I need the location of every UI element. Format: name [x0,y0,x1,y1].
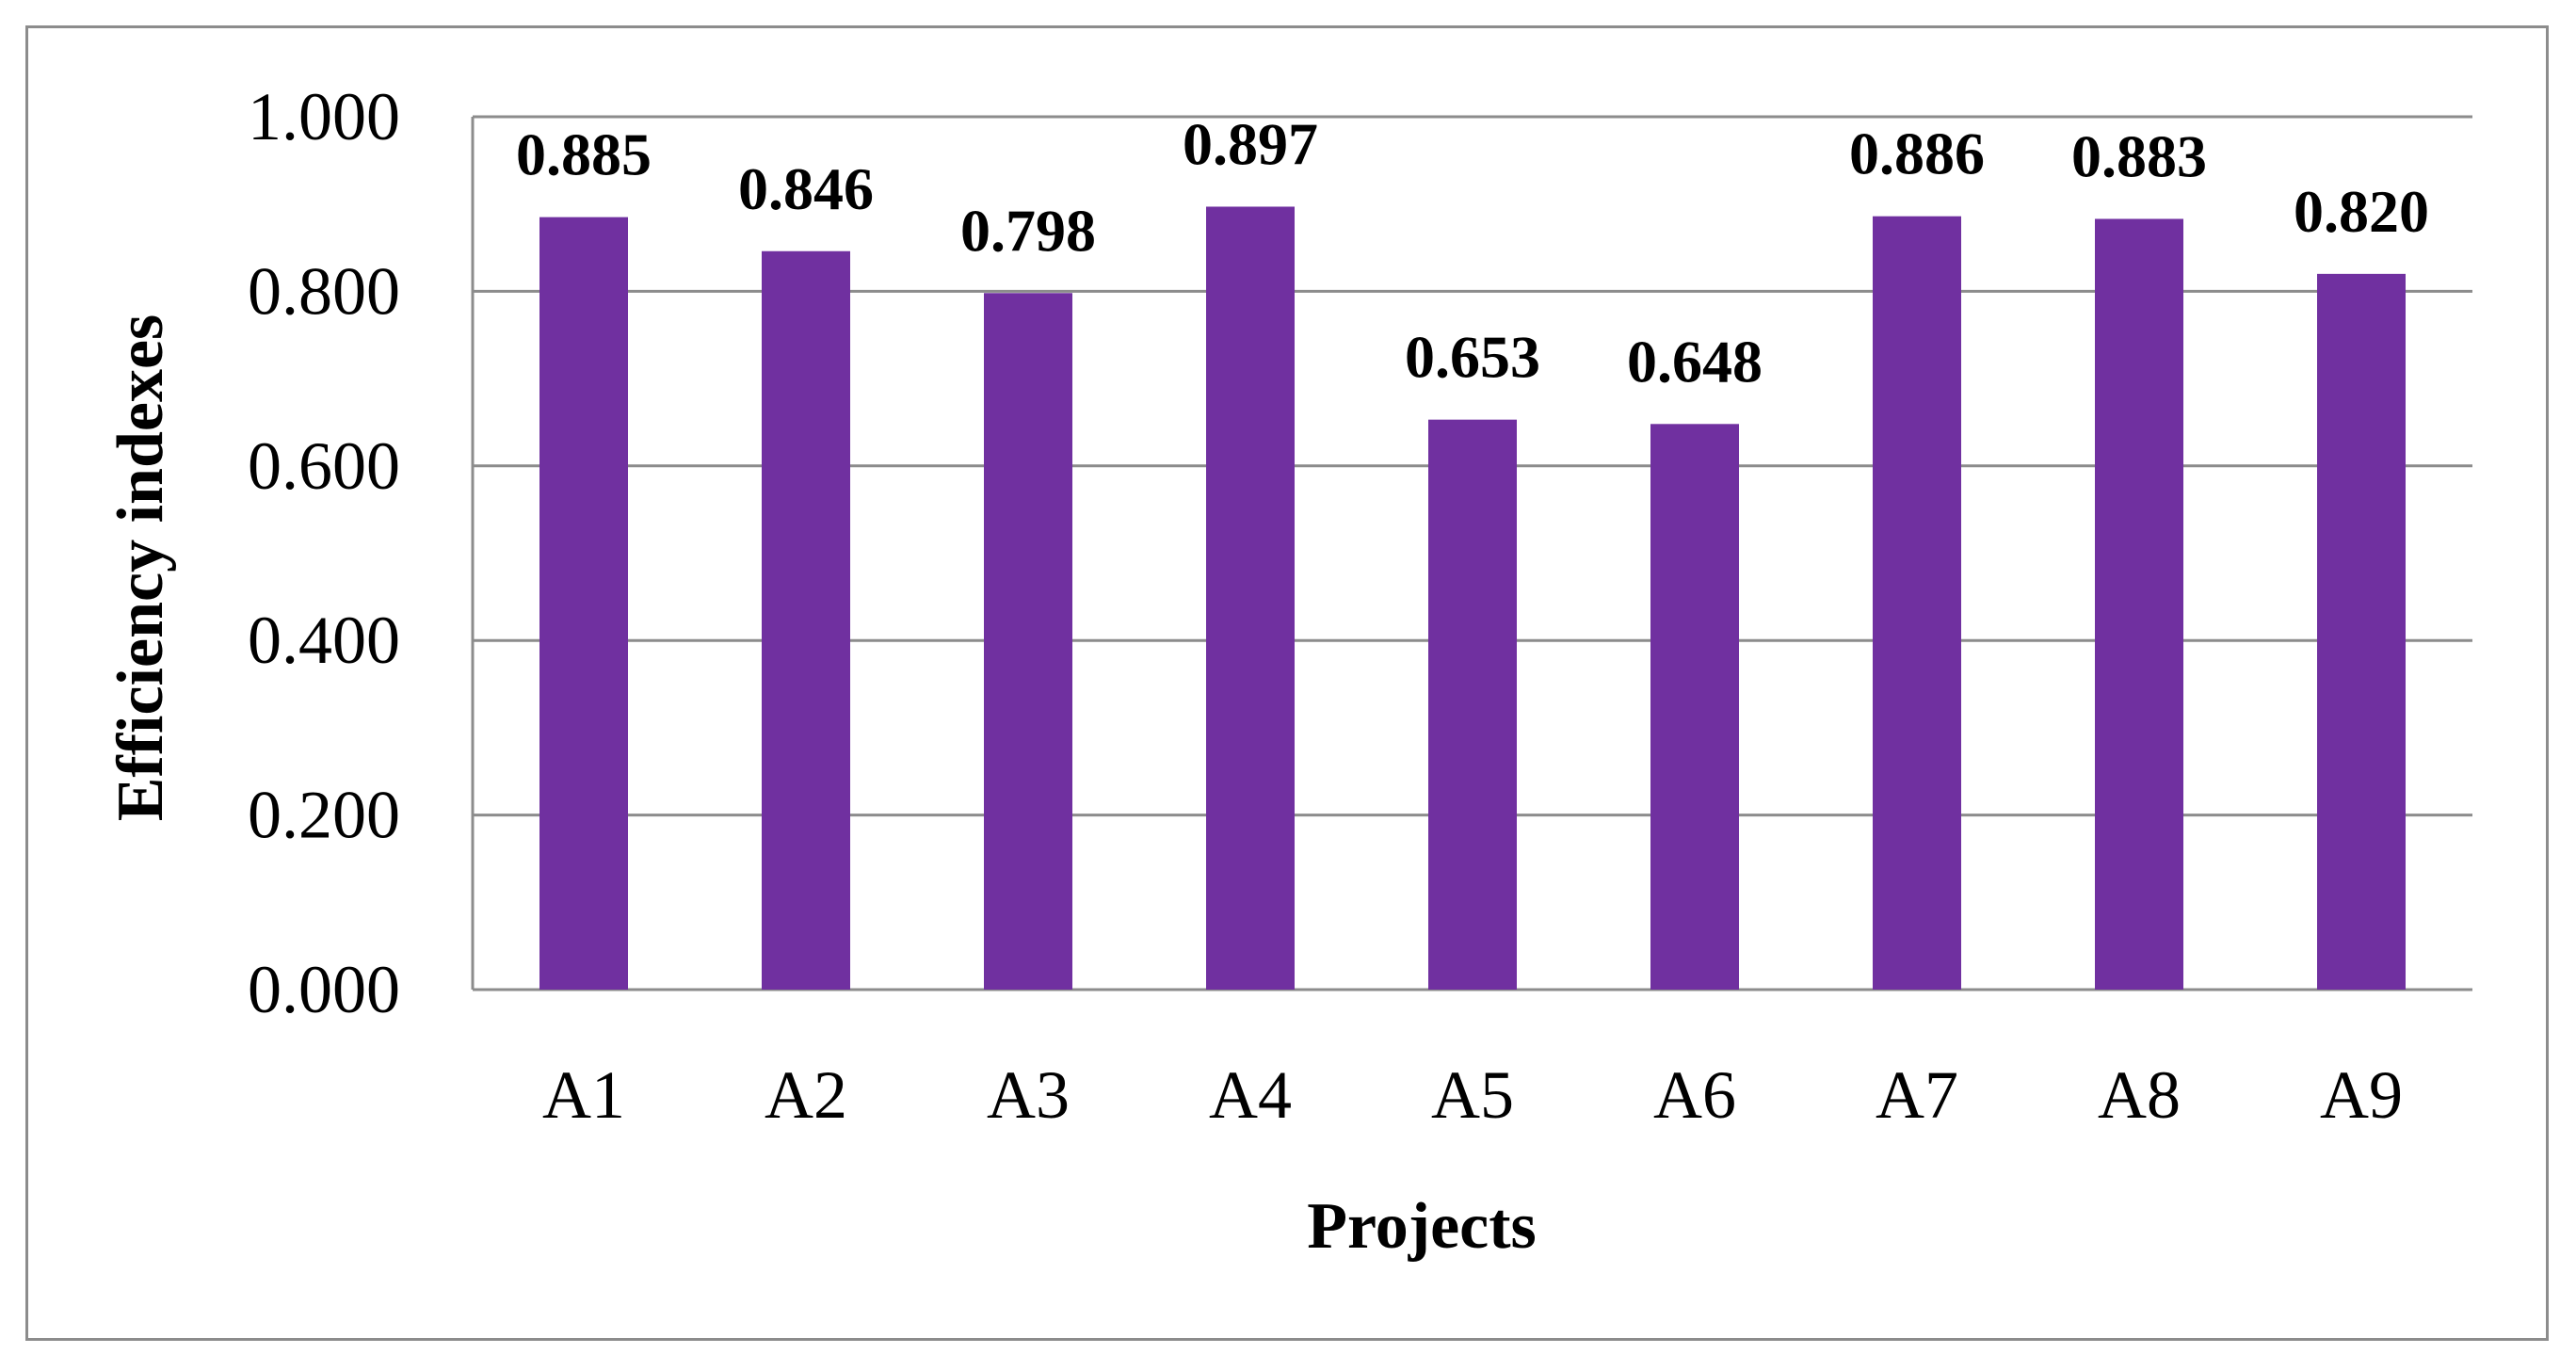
bar-a7 [1873,216,1961,991]
data-label-a4: 0.897 [1183,110,1318,177]
bar-a2 [762,250,850,990]
bars [539,206,2406,991]
data-label-a1: 0.885 [516,121,652,188]
bar-a3 [984,293,1072,990]
data-label-a2: 0.846 [738,155,874,222]
data-label-a5: 0.653 [1405,324,1540,391]
x-tick-label: A1 [542,1057,625,1133]
y-tick-label: 0.400 [248,603,400,678]
x-tick-label: A4 [1209,1057,1292,1133]
y-tick-label: 0.800 [248,253,400,329]
y-tick-label: 0.000 [248,952,400,1027]
bar-a5 [1428,419,1517,990]
x-tick-label: A2 [765,1057,847,1133]
data-label-a9: 0.820 [2294,178,2429,245]
bar-a6 [1650,424,1739,991]
bar-a4 [1206,206,1295,990]
y-tick-label: 0.600 [248,428,400,504]
data-label-a8: 0.883 [2071,122,2207,189]
x-tick-label: A9 [2320,1057,2403,1133]
data-label-a6: 0.648 [1627,328,1763,395]
bar-a1 [539,217,628,991]
x-tick-label: A5 [1431,1057,1514,1133]
x-tick-label: A8 [2098,1057,2181,1133]
x-axis-title: Projects [1307,1190,1537,1263]
x-tick-label: A7 [1876,1057,1958,1133]
bar-a8 [2095,218,2183,991]
y-axis-title: Efficiency indexes [105,314,177,822]
x-tick-label: A6 [1653,1057,1736,1133]
data-label-a7: 0.886 [1849,121,1985,187]
data-label-a3: 0.798 [960,197,1096,264]
y-axis-ticks: 0.000 0.200 0.400 0.600 0.800 1.000 [248,79,400,1027]
y-tick-label: 1.000 [248,79,400,154]
y-tick-label: 0.200 [248,778,400,853]
x-tick-label: A3 [987,1057,1070,1133]
data-labels: 0.885 0.846 0.798 0.897 0.653 0.648 0.886 0.883… [516,110,2429,395]
x-axis-ticks: A1 A2 A3 A4 A5 A6 A7 A8 A9 [542,1057,2403,1133]
bar-a9 [2317,273,2406,990]
